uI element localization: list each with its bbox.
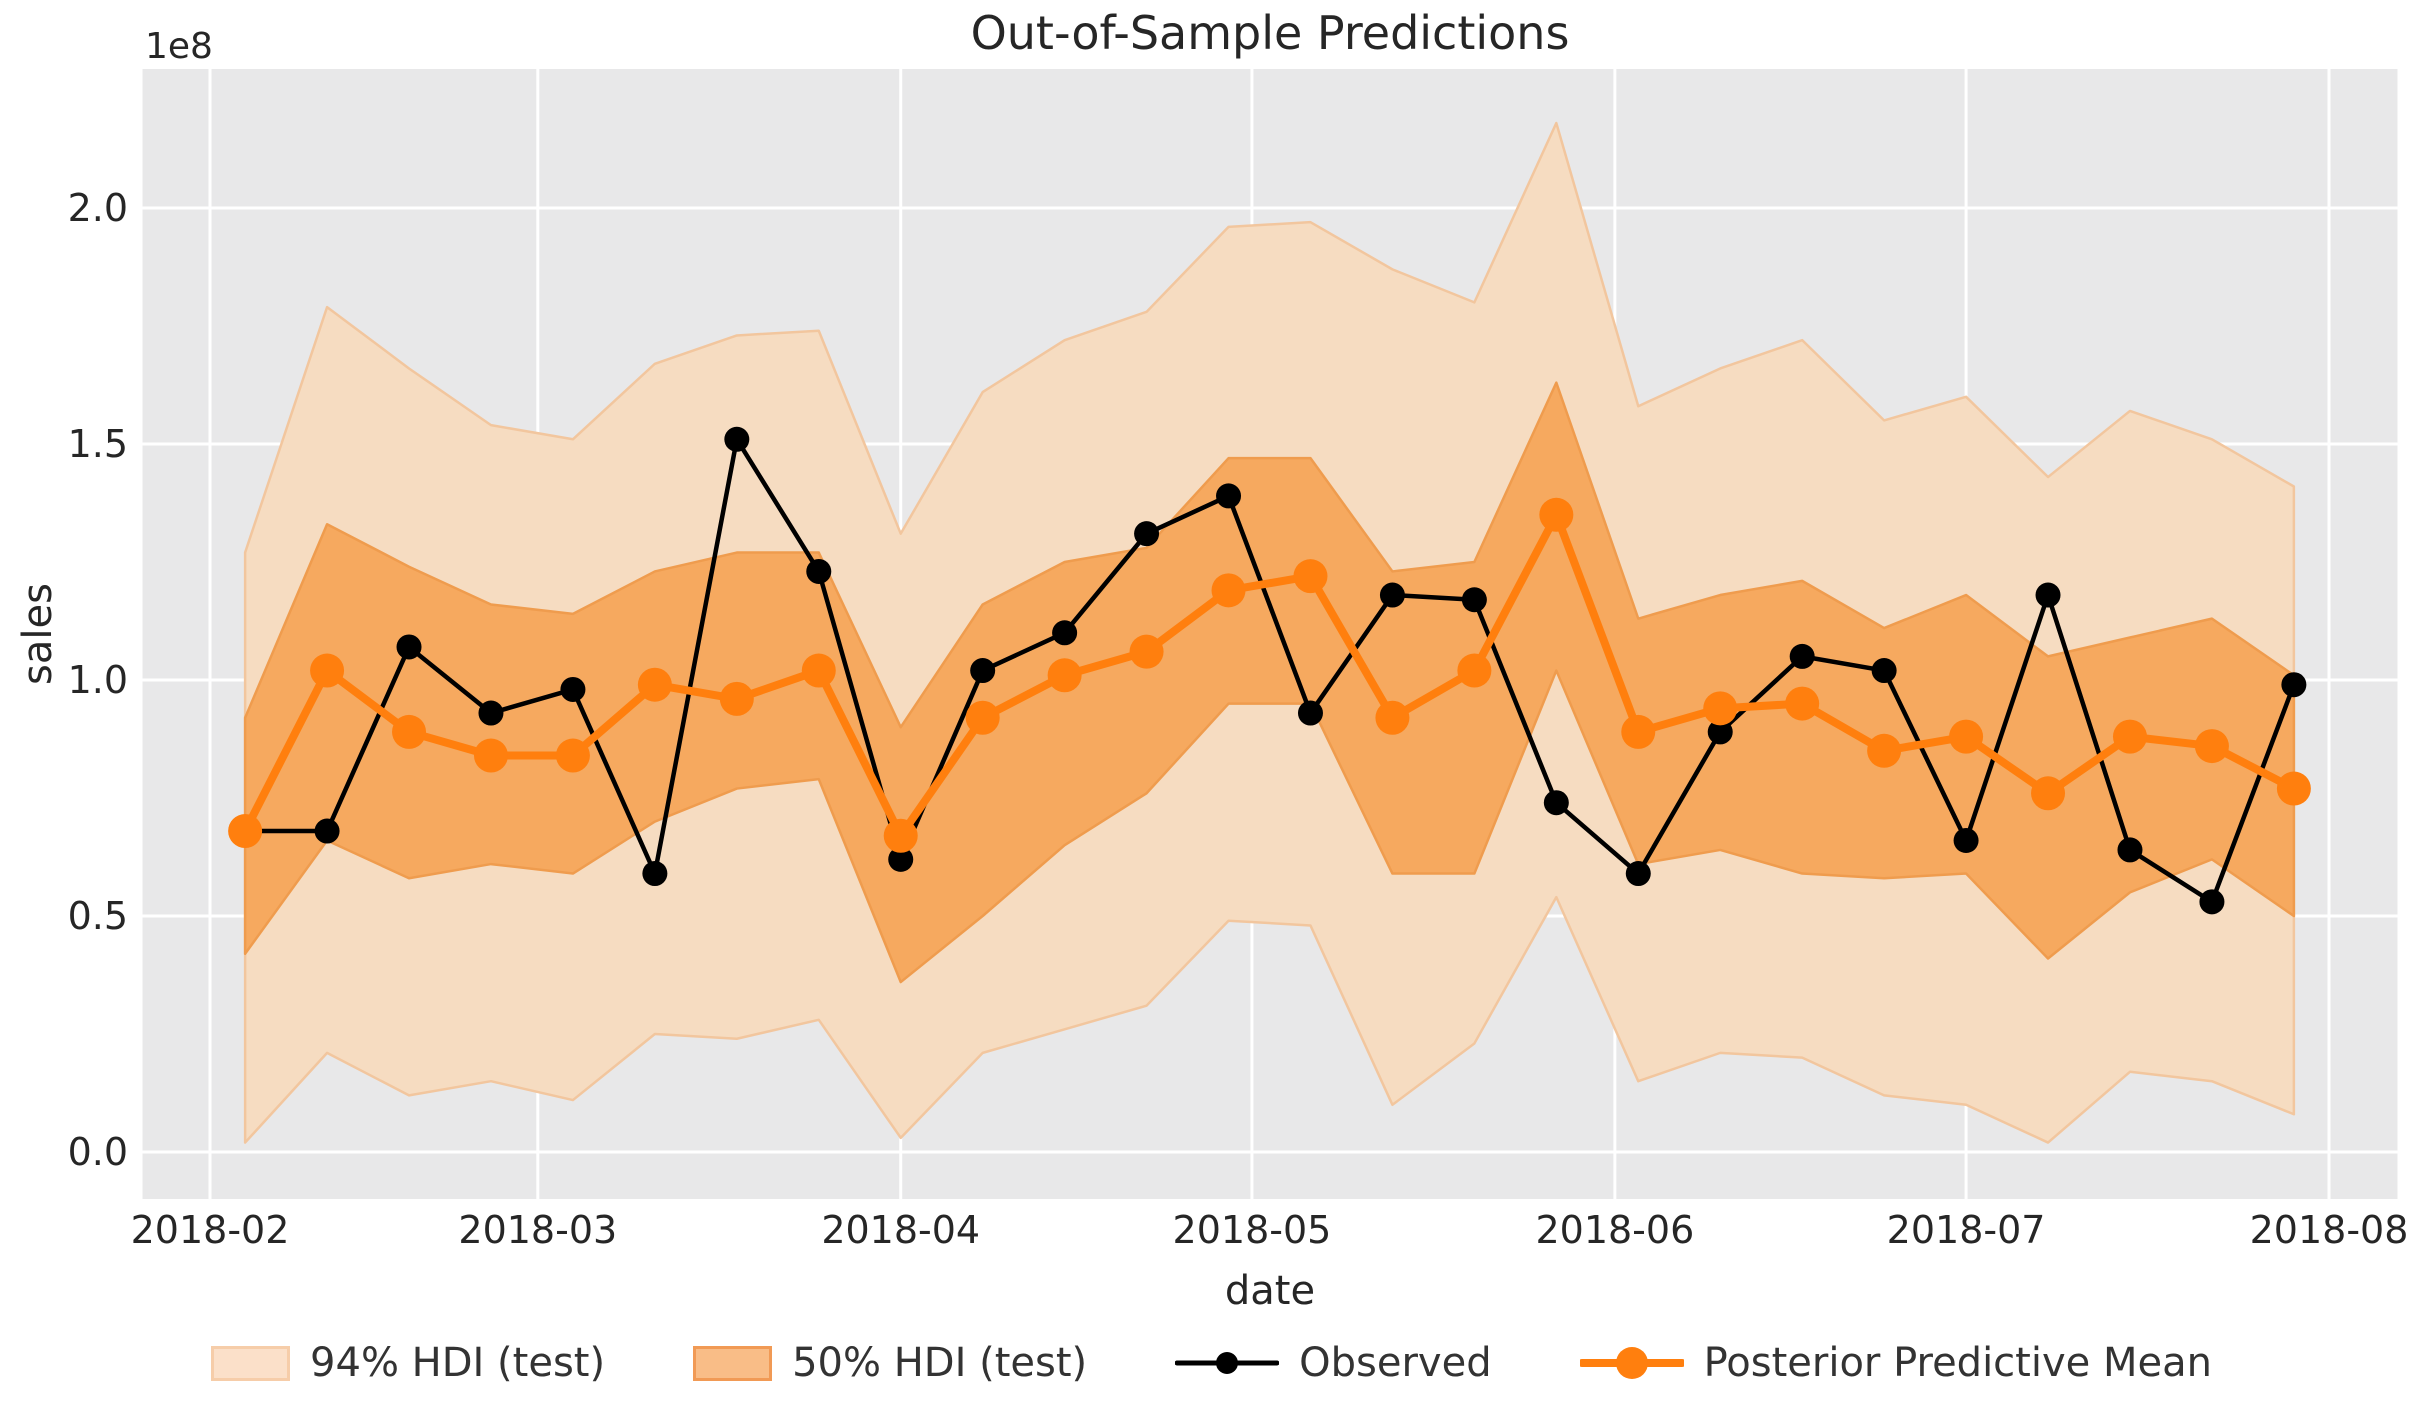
posterior-predictive-mean-marker: [1785, 686, 1820, 721]
posterior-predictive-mean-marker: [473, 738, 508, 773]
y-tick-label: 0.5: [67, 894, 128, 938]
posterior-predictive-mean-marker: [1211, 573, 1246, 608]
legend-line-swatch: [1579, 1347, 1684, 1379]
posterior-predictive-mean-marker: [1293, 559, 1328, 594]
hdi-50-band: [243, 381, 2296, 984]
observed-marker: [1379, 582, 1405, 608]
observed-marker: [2199, 889, 2225, 915]
observed-marker: [560, 676, 586, 702]
observed-marker: [478, 700, 504, 726]
legend-item: 50% HDI (test): [693, 1340, 1087, 1386]
legend-line-swatch: [1175, 1352, 1280, 1374]
x-tick-label: 2018-03: [458, 1208, 618, 1252]
posterior-predictive-mean-marker: [2112, 719, 2147, 754]
observed-marker: [1461, 587, 1487, 613]
posterior-predictive-mean-marker: [310, 653, 345, 688]
posterior-predictive-mean-marker: [228, 814, 263, 849]
observed-marker: [888, 846, 914, 872]
observed-marker: [642, 861, 668, 887]
observed-marker: [314, 818, 340, 844]
posterior-predictive-mean-marker: [1621, 714, 1656, 749]
x-tick-label: 2018-05: [1172, 1208, 1332, 1252]
y-axis-offset-label: 1e8: [145, 26, 213, 67]
posterior-predictive-mean-marker: [965, 700, 1000, 735]
observed-marker: [1134, 521, 1160, 547]
observed-marker: [1625, 861, 1651, 887]
y-tick-label: 2.0: [67, 186, 128, 230]
posterior-predictive-mean-marker: [555, 738, 590, 773]
legend-label: Observed: [1299, 1340, 1492, 1386]
posterior-predictive-mean-marker: [719, 681, 754, 716]
posterior-predictive-mean-marker: [1949, 719, 1984, 754]
posterior-predictive-mean-marker: [1539, 497, 1574, 532]
observed-marker: [396, 634, 422, 660]
posterior-predictive-mean-marker: [801, 653, 836, 688]
observed-marker: [2117, 837, 2143, 863]
x-tick-label: 2018-06: [1535, 1208, 1695, 1252]
legend: 94% HDI (test) 50% HDI (test) Observed Post…: [0, 1340, 2423, 1386]
legend-label: Posterior Predictive Mean: [1703, 1340, 2212, 1386]
observed-marker: [1707, 719, 1733, 745]
legend-patch-swatch: [693, 1345, 773, 1381]
legend-item: Observed: [1175, 1340, 1492, 1386]
posterior-predictive-mean-marker: [2031, 776, 2066, 811]
legend-label: 50% HDI (test): [792, 1340, 1088, 1386]
x-tick-label: 2018-04: [821, 1208, 981, 1252]
x-tick-label: 2018-08: [2249, 1208, 2409, 1252]
observed-marker: [2281, 672, 2307, 698]
posterior-predictive-mean-marker: [1457, 653, 1492, 688]
legend-item: Posterior Predictive Mean: [1579, 1340, 2212, 1386]
x-tick-label: 2018-02: [130, 1208, 290, 1252]
observed-marker: [724, 426, 750, 452]
legend-patch-swatch: [211, 1345, 291, 1381]
posterior-predictive-mean-marker: [2276, 771, 2311, 806]
posterior-predictive-mean-marker: [1703, 691, 1738, 726]
legend-item: 94% HDI (test): [211, 1340, 605, 1386]
y-tick-label: 1.0: [67, 658, 128, 702]
observed-marker: [806, 558, 832, 584]
observed-marker: [1953, 827, 1979, 853]
x-tick-label: 2018-07: [1886, 1208, 2046, 1252]
observed-marker: [1543, 790, 1569, 816]
posterior-predictive-mean-marker: [1375, 700, 1410, 735]
posterior-predictive-mean-marker: [1867, 733, 1902, 768]
observed-marker: [1216, 483, 1242, 509]
y-tick-label: 0.0: [67, 1130, 128, 1174]
observed-marker: [1871, 658, 1897, 684]
posterior-predictive-mean-marker: [2194, 729, 2229, 764]
observed-marker: [1052, 620, 1078, 646]
posterior-predictive-mean-marker: [392, 714, 427, 749]
posterior-predictive-mean-marker: [1047, 658, 1082, 693]
chart-title: Out-of-Sample Predictions: [970, 6, 1570, 60]
legend-marker: [1216, 1352, 1239, 1374]
observed-line: [242, 437, 2297, 905]
posterior-predictive-mean-marker: [1129, 634, 1164, 669]
x-axis-label: date: [1224, 1268, 1316, 1314]
posterior-predictive-mean-marker: [637, 667, 672, 702]
legend-label: 94% HDI (test): [310, 1340, 606, 1386]
y-tick-label: 1.5: [67, 422, 128, 466]
observed-marker: [1789, 643, 1815, 669]
posterior-predictive-mean-marker: [883, 818, 918, 853]
observed-marker: [1297, 700, 1323, 726]
observed-marker: [2035, 582, 2061, 608]
observed-marker: [970, 658, 996, 684]
legend-marker: [1615, 1347, 1648, 1379]
